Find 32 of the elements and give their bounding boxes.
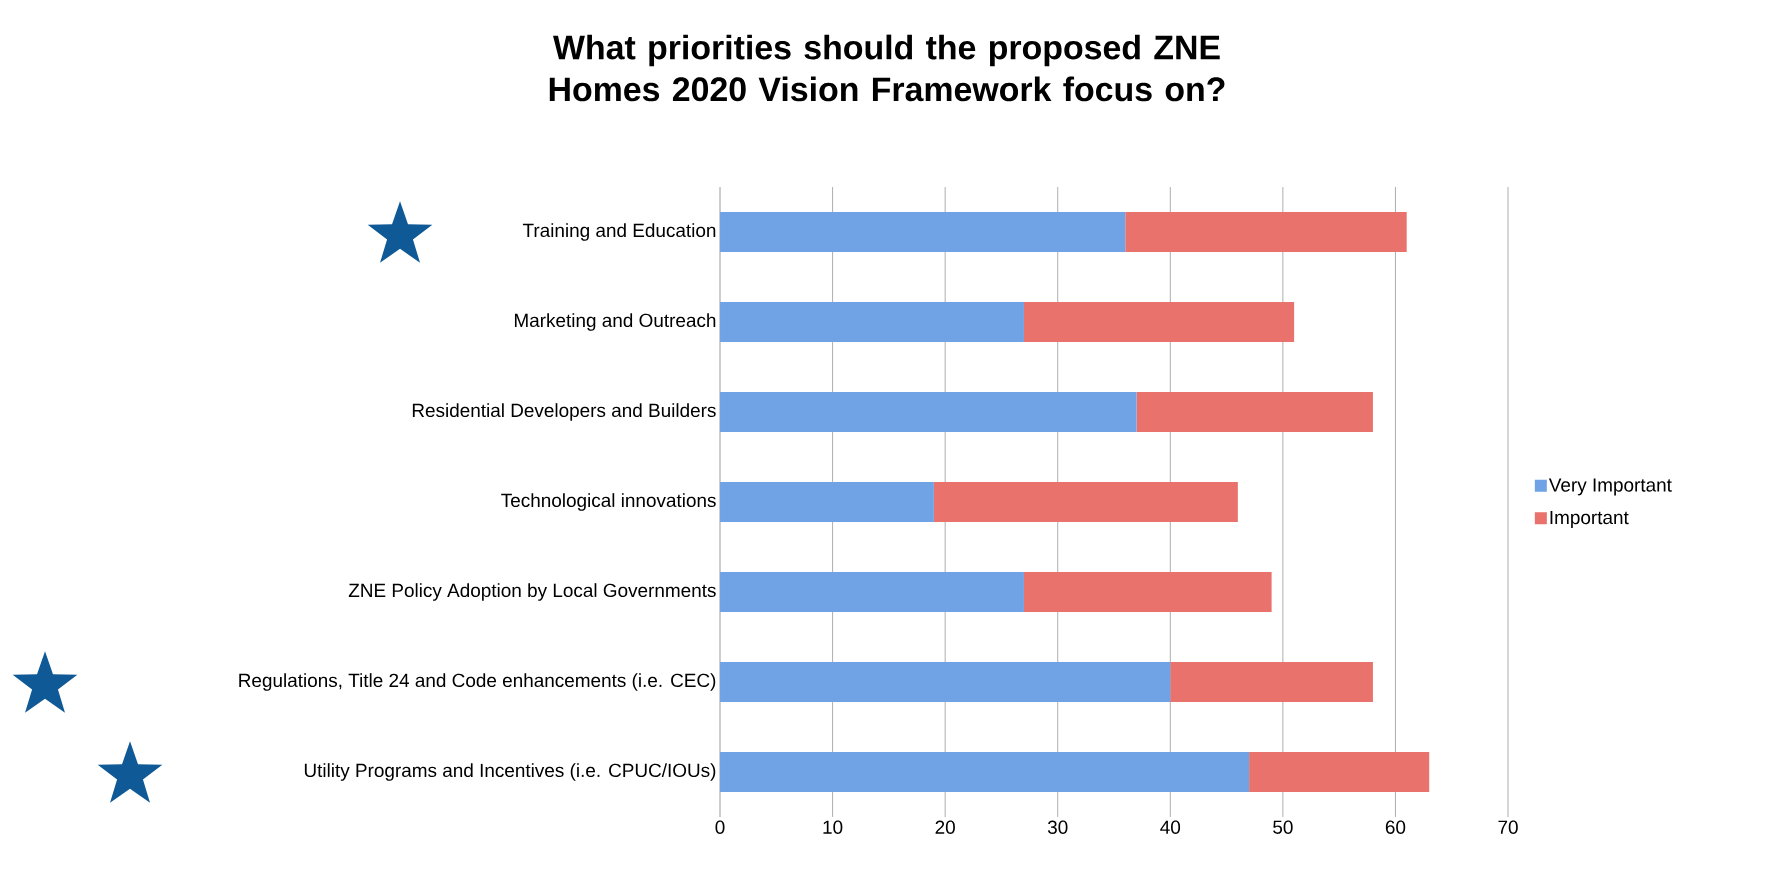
bar: [1136, 391, 1373, 432]
bar: [1249, 751, 1430, 792]
y-tick-label: ZNE Policy Adoption by Local Governments: [348, 583, 716, 601]
x-tick-label: 40: [1160, 820, 1181, 834]
x-tick-label: 70: [1498, 820, 1518, 834]
bar: [720, 661, 1171, 702]
y-tick-label: Training and Education: [522, 223, 716, 241]
y-tick-label: Utility Programs and Incentives (i.e. CPUC/IOUs): [304, 763, 716, 781]
x-tick-label: 30: [1047, 820, 1068, 834]
x-tick-label: 10: [823, 820, 843, 834]
bar: [720, 481, 934, 522]
bar: [720, 571, 1024, 612]
bar: [1023, 571, 1272, 612]
bar: [720, 751, 1250, 792]
legend-label: Important: [1550, 510, 1629, 528]
bar: [720, 391, 1137, 432]
y-tick-label: Technological innovations: [501, 493, 716, 511]
bar: [1023, 301, 1295, 342]
y-tick-label: Regulations, Title 24 and Code enhancements (i.e. CEC): [239, 673, 716, 691]
bar: [1125, 211, 1407, 252]
bar: [720, 211, 1126, 252]
y-tick-label: Marketing and Outreach: [514, 313, 716, 331]
x-tick-label: 60: [1385, 820, 1406, 834]
bar: [1170, 661, 1373, 702]
chart-title: What priorities should the proposed ZNE Homes 2020 Vision Framework focus on?: [549, 34, 1225, 102]
x-tick-label: 0: [715, 820, 725, 834]
bar: [933, 481, 1238, 522]
legend-label: Very Important: [1548, 478, 1672, 496]
x-tick-label: 20: [935, 820, 955, 834]
x-tick-label: 50: [1273, 820, 1293, 834]
bar: [720, 301, 1024, 342]
y-tick-label: Residential Developers and Builders: [412, 403, 716, 421]
